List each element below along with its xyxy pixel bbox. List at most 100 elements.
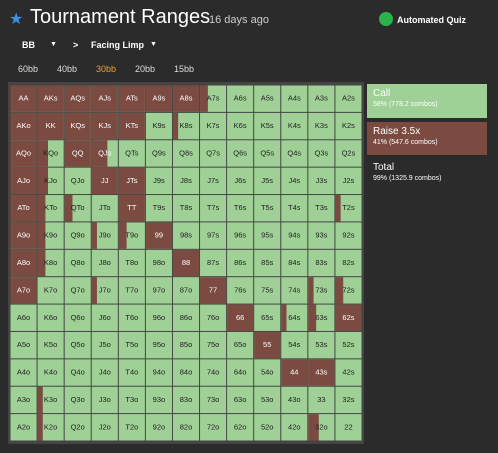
cell [91,331,118,359]
cell [172,277,200,304]
raise-share [145,222,172,249]
cell [254,277,281,304]
star-icon[interactable]: ★ [9,11,24,28]
hand-label: A4o [17,368,30,377]
hand-label: ATs [126,94,138,103]
hand-label: T5o [125,340,138,349]
hand-label: 33 [317,395,325,404]
raise-share [10,195,37,222]
hand-label: A9o [17,231,30,240]
cell [145,249,172,277]
cell [200,140,227,167]
hand-label: T4s [288,203,301,212]
hand-label: Q2s [342,148,356,157]
cell [91,414,118,441]
cell [308,140,335,167]
raise-share [172,249,200,277]
position-select[interactable]: BB [22,40,35,50]
cell [227,195,254,222]
cell [254,359,281,386]
hand-label: AQs [70,94,85,103]
cell [200,414,227,441]
cell [200,331,227,359]
hand-label: Q4o [71,368,85,377]
hand-label: J7o [99,285,111,294]
tab[interactable]: 20bb [135,64,156,74]
cell [172,167,200,195]
tab[interactable]: 15bb [174,64,195,74]
cell [335,249,362,277]
raise-share [172,112,179,140]
hand-label: T4o [125,368,138,377]
raise-detail: 41% (547.6 combos) [373,139,438,146]
cell [91,249,118,277]
hand-label: 83s [315,258,327,267]
cell [145,112,172,140]
raise-share [37,195,46,222]
cell [64,167,91,195]
hand-label: A8o [17,258,30,267]
hand-label: 52s [342,340,354,349]
total-detail: 99% (1325.9 combos) [373,175,442,182]
raise-label: Raise 3.5x [373,126,421,137]
cell [118,304,145,331]
hand-label: JJ [101,176,109,185]
total-label: Total [373,162,395,173]
quiz-icon[interactable] [379,12,393,26]
hand-label: 86s [234,258,246,267]
hand-label: J3o [99,395,111,404]
cell [172,359,200,386]
cell [335,85,362,112]
hand-label: J8s [180,176,192,185]
hand-label: KTo [44,203,57,212]
hand-label: 97s [207,231,219,240]
raise-share [200,85,208,112]
raise-share [91,85,118,112]
hand-label: 64o [234,368,247,377]
hand-label: J9o [99,231,111,240]
hand-label: QJs [98,148,112,157]
hand-label: J5o [99,340,111,349]
raise-share [281,359,308,386]
hand-label: Q2o [71,422,85,431]
cell [145,167,172,195]
raise-share [10,167,37,195]
hand-label: JTo [99,203,111,212]
hand-label: K9o [44,231,57,240]
cell [254,249,281,277]
tab[interactable]: 60bb [18,64,39,74]
cell [37,359,64,386]
hand-label: 95o [153,340,166,349]
hand-label: J2o [99,422,111,431]
cell [308,195,335,222]
hand-label: T9s [153,203,166,212]
hand-label: Q6o [71,313,85,322]
hand-label: K7o [44,285,57,294]
situation-select[interactable]: Facing Limp [91,40,145,50]
hand-label: 88 [182,258,190,267]
cell [200,195,227,222]
tab[interactable]: 30bb [96,64,117,74]
hand-label: T8o [125,258,138,267]
hand-label: A2s [342,94,355,103]
hand-label: Q4s [287,148,301,157]
raise-share [281,304,287,331]
cell [281,140,308,167]
quiz-button[interactable]: Automated Quiz [397,15,466,25]
cell [10,386,37,414]
cell [200,304,227,331]
hand-label: K3o [44,395,57,404]
tab[interactable]: 40bb [57,64,78,74]
raise-share [37,112,64,140]
cell [308,112,335,140]
hand-label: 82s [342,258,354,267]
hand-label: Q5s [260,148,274,157]
cell [64,304,91,331]
hand-label: 75s [261,285,273,294]
cell [118,359,145,386]
hand-label: AJo [17,176,30,185]
hand-label: 85o [180,340,193,349]
cell [308,249,335,277]
hand-label: AA [19,94,29,103]
hand-label: J6s [234,176,246,185]
